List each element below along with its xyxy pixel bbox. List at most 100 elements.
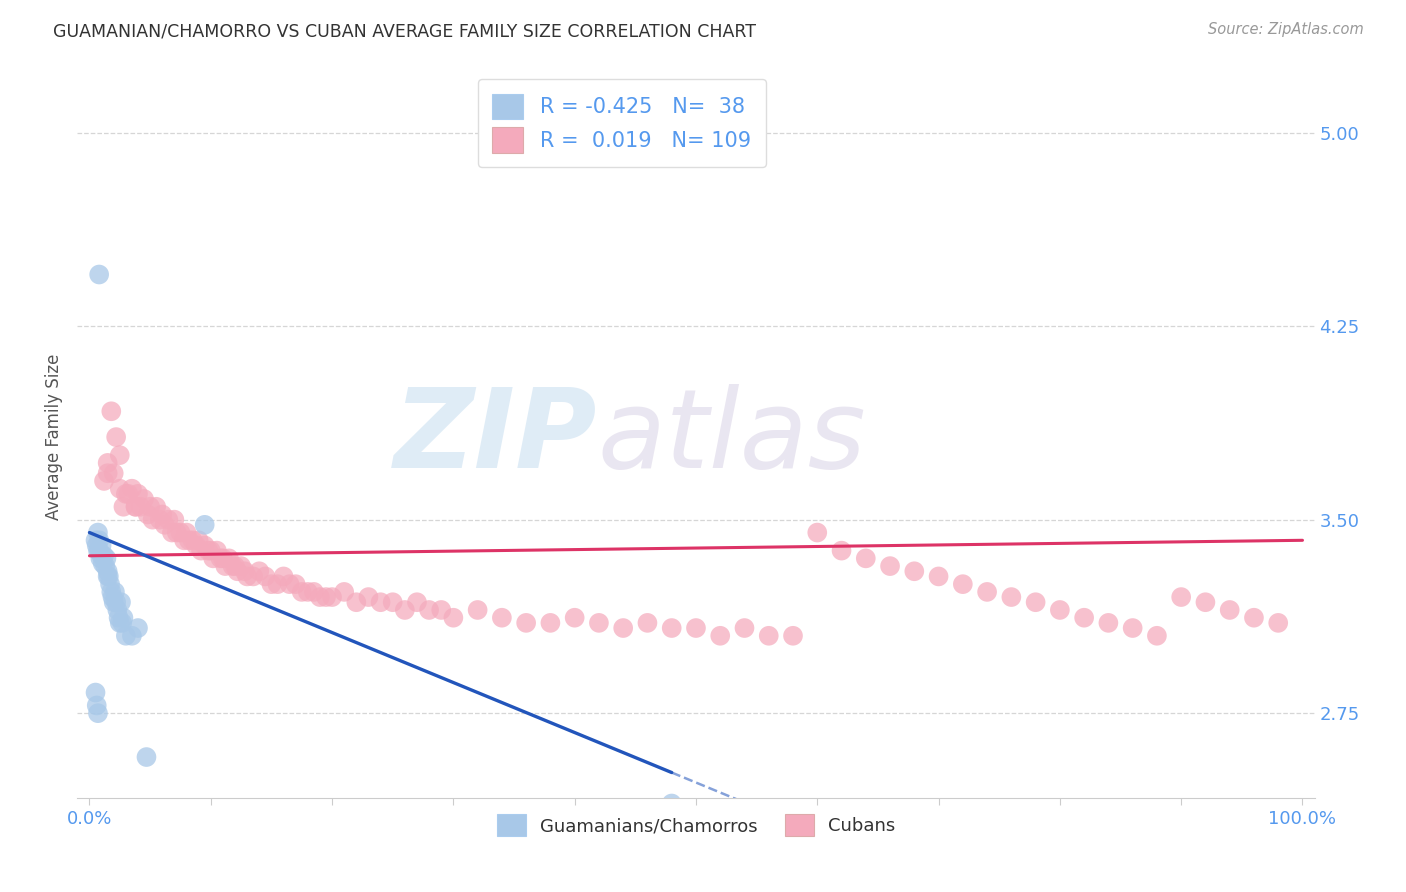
Point (111, 615, 134, 630)
Point (515, 615, 537, 630)
Point (636, 615, 658, 630)
Point (160, 525, 183, 540)
Point (124, 500, 146, 514)
Point (297, 585, 319, 599)
Point (831, 543, 853, 558)
Point (150, 508, 173, 522)
Point (108, 615, 131, 630)
Point (145, 500, 167, 514)
Point (273, 569, 295, 583)
Point (467, 603, 489, 617)
Point (952, 577, 974, 591)
Text: ZIP: ZIP (394, 384, 598, 491)
Text: atlas: atlas (598, 384, 866, 491)
Point (112, 611, 135, 625)
Point (105, 430, 128, 444)
Point (153, 517, 176, 532)
Point (879, 559, 901, 574)
Point (806, 525, 828, 540)
Point (1025, 595, 1047, 609)
Point (132, 491, 155, 506)
Point (101, 590, 124, 604)
Point (381, 595, 404, 609)
Point (260, 577, 283, 591)
Point (1000, 590, 1022, 604)
Point (370, 595, 392, 609)
Point (115, 487, 138, 501)
Point (181, 533, 204, 548)
Point (1243, 611, 1265, 625)
Point (1219, 603, 1241, 617)
Point (127, 487, 149, 501)
Point (197, 543, 219, 558)
Point (100, 585, 122, 599)
Point (87, 706, 110, 721)
Point (309, 590, 332, 604)
Point (194, 538, 217, 552)
Point (107, 611, 129, 625)
Point (105, 603, 128, 617)
Point (661, 797, 683, 811)
Point (108, 448, 131, 462)
Point (115, 629, 138, 643)
Point (1073, 611, 1095, 625)
Point (100, 404, 122, 418)
Point (209, 551, 232, 566)
Point (564, 611, 586, 625)
Point (187, 533, 209, 548)
Legend: Guamanians/Chamorros, Cubans: Guamanians/Chamorros, Cubans (489, 807, 903, 844)
Point (124, 500, 146, 514)
Point (1194, 595, 1216, 609)
Point (98, 577, 121, 591)
Point (89, 551, 111, 566)
Point (176, 525, 198, 540)
Point (163, 513, 186, 527)
Point (84, 533, 107, 548)
Point (430, 603, 453, 617)
Point (97, 466, 120, 480)
Point (406, 595, 429, 609)
Point (1122, 621, 1144, 635)
Point (135, 750, 157, 764)
Point (291, 585, 314, 599)
Point (93, 474, 115, 488)
Point (928, 569, 950, 583)
Point (110, 595, 132, 609)
Point (200, 543, 222, 558)
Point (141, 513, 163, 527)
Point (93, 549, 115, 563)
Point (89, 533, 111, 548)
Point (136, 508, 159, 522)
Point (214, 559, 236, 574)
Point (538, 615, 561, 630)
Point (903, 564, 925, 578)
Point (1049, 603, 1071, 617)
Point (173, 533, 195, 548)
Point (108, 482, 131, 496)
Point (709, 629, 731, 643)
Point (247, 564, 270, 578)
Point (97, 456, 120, 470)
Point (321, 590, 343, 604)
Point (87, 543, 110, 558)
Point (202, 551, 225, 566)
Point (1146, 629, 1168, 643)
Point (612, 621, 634, 635)
Point (1267, 615, 1289, 630)
Point (205, 543, 228, 558)
Point (229, 559, 252, 574)
Point (224, 559, 246, 574)
Point (129, 500, 152, 514)
Point (157, 513, 180, 527)
Point (86, 698, 108, 713)
Y-axis label: Average Family Size: Average Family Size (45, 354, 63, 520)
Point (96, 551, 118, 566)
Point (112, 500, 135, 514)
Point (86, 538, 108, 552)
Point (127, 621, 149, 635)
Point (236, 569, 259, 583)
Point (254, 569, 277, 583)
Point (266, 577, 288, 591)
Point (190, 543, 212, 558)
Point (177, 533, 200, 548)
